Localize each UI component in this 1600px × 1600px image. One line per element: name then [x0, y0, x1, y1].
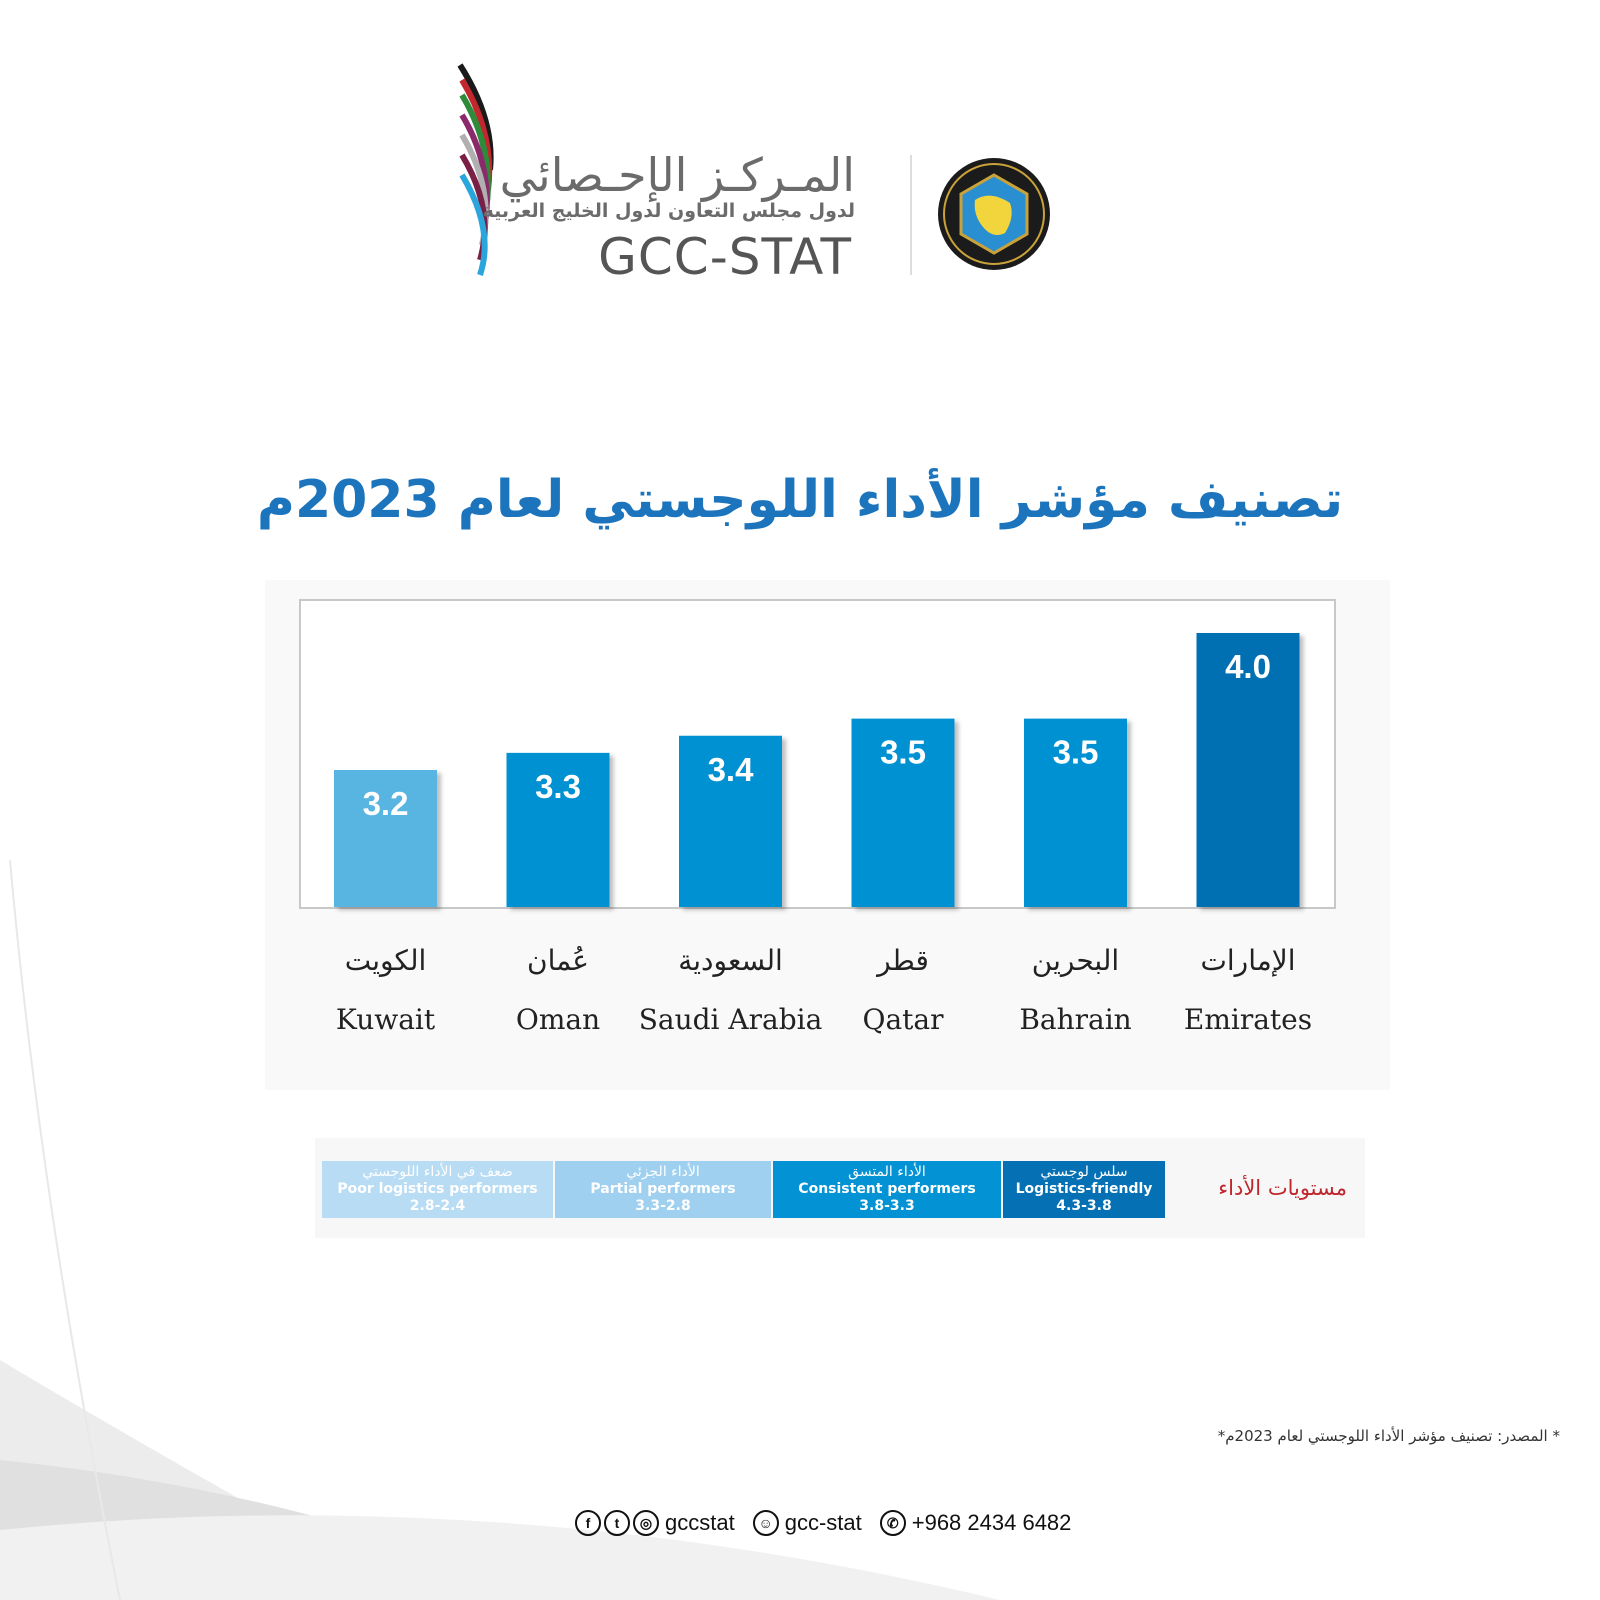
gcc-stat-ribbon-logo	[457, 63, 494, 276]
legend-level-friendly-ar: سلس لوجستي	[1040, 1164, 1128, 1180]
social-links: f t ◎ gccstat ☺ gcc-stat ✆ +968 2434 648…	[575, 1505, 1089, 1541]
legend-level-partial-range: 3.3-2.8	[635, 1198, 691, 1214]
category-label-ar: الإمارات	[1201, 944, 1296, 977]
social-handle[interactable]: gccstat	[665, 1510, 735, 1535]
category-label-en: Saudi Arabia	[639, 1003, 823, 1036]
value-label: 4.0	[1225, 648, 1271, 685]
category-label-en: Kuwait	[336, 1003, 436, 1036]
twitter-icon[interactable]: t	[604, 1510, 630, 1536]
logo-arabic-subtitle: لدول مجلس التعاون لدول الخليج العربية	[482, 200, 855, 222]
category-label-en: Qatar	[863, 1003, 945, 1036]
category-label-en: Oman	[516, 1003, 600, 1036]
category-label-ar: البحرين	[1032, 944, 1119, 977]
legend-level-consistent-en: Consistent performers	[798, 1181, 976, 1197]
legend-level-consistent: الأداء المتسق Consistent performers 3.8-…	[773, 1161, 1001, 1218]
logo-english-name: GCC-STAT	[598, 228, 852, 286]
legend-level-partial: الأداء الجزئي Partial performers 3.3-2.8	[555, 1161, 771, 1218]
legend-level-consistent-range: 3.8-3.3	[859, 1198, 915, 1214]
category-label-ar: السعودية	[678, 944, 783, 977]
source-note: * المصدر: تصنيف مؤشر الأداء اللوجستي لعا…	[1217, 1427, 1560, 1445]
instagram-icon[interactable]: ◎	[633, 1510, 659, 1536]
category-label-en: Emirates	[1184, 1003, 1312, 1036]
legend-level-poor-range: 2.8-2.4	[409, 1198, 466, 1214]
category-label-ar: الكويت	[345, 944, 427, 977]
legend-level-friendly: سلس لوجستي Logistics-friendly 4.3-3.8	[1003, 1161, 1165, 1218]
header-logo: المـركـز الإحـصائي لدول مجلس التعاون لدو…	[450, 60, 1110, 290]
legend-level-friendly-range: 4.3-3.8	[1056, 1198, 1112, 1214]
page-title: تصنيف مؤشر الأداء اللوجستي لعام 2023م	[256, 470, 1344, 530]
chart-panel: 3.2 الكويت Kuwait 3.3 عُمان Oman 3.4 السعودية Sa…	[265, 580, 1390, 1090]
legend-title: مستويات الأداء	[1218, 1176, 1347, 1200]
bar-bahrain	[1024, 718, 1127, 907]
performance-levels-legend: ضعف في الأداء اللوجستي Poor logistics pe…	[315, 1138, 1365, 1238]
bar-oman	[506, 752, 610, 907]
bar-kuwait	[334, 770, 437, 907]
whatsapp-icon[interactable]: ✆	[879, 1510, 906, 1536]
value-label: 3.2	[363, 785, 409, 822]
legend-level-poor-en: Poor logistics performers	[337, 1181, 538, 1197]
logo-divider	[910, 155, 912, 275]
value-label: 3.5	[880, 734, 926, 771]
legend-level-partial-en: Partial performers	[590, 1181, 736, 1197]
snapchat-icon[interactable]: ☺	[752, 1510, 779, 1536]
category-label-ar: قطر	[875, 944, 929, 977]
snapchat-handle[interactable]: gcc-stat	[784, 1510, 862, 1535]
whatsapp-number[interactable]: +968 2434 6482	[911, 1510, 1072, 1535]
legend-level-consistent-ar: الأداء المتسق	[848, 1164, 926, 1180]
legend-level-poor-ar: ضعف في الأداء اللوجستي	[362, 1164, 513, 1180]
plot-area-frame	[299, 599, 1336, 909]
gcc-emblem-icon	[938, 158, 1050, 270]
bar-saudi-arabia	[679, 735, 782, 907]
value-label: 3.3	[535, 768, 581, 805]
facebook-icon[interactable]: f	[575, 1510, 601, 1536]
bar-chart: 3.2 الكويت Kuwait 3.3 عُمان Oman 3.4 السعودية Sa…	[299, 599, 1336, 1036]
legend-level-poor: ضعف في الأداء اللوجستي Poor logistics pe…	[322, 1161, 553, 1218]
legend-level-partial-ar: الأداء الجزئي	[626, 1164, 700, 1180]
value-label: 3.5	[1053, 734, 1099, 771]
category-label-ar: عُمان	[527, 944, 589, 977]
category-label-en: Bahrain	[1019, 1003, 1131, 1036]
bar-emirates	[1196, 633, 1300, 907]
logo-arabic-title: المـركـز الإحـصائي	[499, 148, 855, 202]
legend-level-friendly-en: Logistics-friendly	[1015, 1181, 1153, 1197]
value-label: 3.4	[708, 751, 755, 788]
bar-qatar	[851, 718, 955, 907]
